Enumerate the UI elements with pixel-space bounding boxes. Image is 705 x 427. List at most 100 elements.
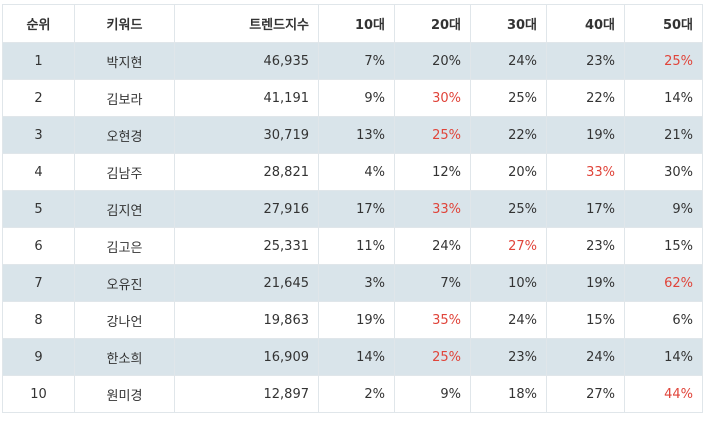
cell-age-40s: 23% [546, 42, 625, 80]
cell-keyword[interactable]: 오현경 [74, 116, 175, 154]
cell-age-20s: 7% [394, 264, 471, 302]
cell-age-30s: 20% [470, 153, 547, 191]
cell-age-20s: 24% [394, 227, 471, 265]
cell-rank: 9 [2, 338, 75, 376]
cell-age-30s: 25% [470, 190, 547, 228]
cell-trend-index: 27,916 [174, 190, 319, 228]
cell-trend-index: 30,719 [174, 116, 319, 154]
cell-age-30s: 18% [470, 375, 547, 413]
cell-age-40s: 23% [546, 227, 625, 265]
cell-age-40s: 24% [546, 338, 625, 376]
table-row: 7 오유진 21,645 3% 7% 10% 19% 62% [2, 264, 703, 302]
cell-age-10s: 7% [318, 42, 395, 80]
cell-keyword[interactable]: 김남주 [74, 153, 175, 191]
cell-age-50s: 14% [624, 79, 703, 117]
cell-trend-index: 28,821 [174, 153, 319, 191]
table-row: 2 김보라 41,191 9% 30% 25% 22% 14% [2, 79, 703, 117]
cell-trend-index: 41,191 [174, 79, 319, 117]
cell-trend-index: 16,909 [174, 338, 319, 376]
cell-keyword[interactable]: 김보라 [74, 79, 175, 117]
cell-rank: 7 [2, 264, 75, 302]
cell-age-40s: 19% [546, 264, 625, 302]
cell-age-20s: 20% [394, 42, 471, 80]
cell-keyword[interactable]: 강나언 [74, 301, 175, 339]
table-row: 4 김남주 28,821 4% 12% 20% 33% 30% [2, 153, 703, 191]
cell-trend-index: 25,331 [174, 227, 319, 265]
cell-age-50s: 6% [624, 301, 703, 339]
cell-age-40s: 17% [546, 190, 625, 228]
cell-keyword[interactable]: 한소희 [74, 338, 175, 376]
cell-age-20s: 33% [394, 190, 471, 228]
cell-age-50s: 44% [624, 375, 703, 413]
cell-rank: 3 [2, 116, 75, 154]
table-row: 5 김지연 27,916 17% 33% 25% 17% 9% [2, 190, 703, 228]
cell-age-10s: 14% [318, 338, 395, 376]
cell-age-50s: 15% [624, 227, 703, 265]
cell-age-10s: 17% [318, 190, 395, 228]
cell-rank: 2 [2, 79, 75, 117]
cell-age-50s: 62% [624, 264, 703, 302]
cell-age-10s: 11% [318, 227, 395, 265]
cell-age-30s: 27% [470, 227, 547, 265]
cell-age-20s: 12% [394, 153, 471, 191]
cell-rank: 5 [2, 190, 75, 228]
cell-age-10s: 2% [318, 375, 395, 413]
cell-age-40s: 33% [546, 153, 625, 191]
cell-rank: 1 [2, 42, 75, 80]
cell-age-10s: 19% [318, 301, 395, 339]
cell-age-20s: 9% [394, 375, 471, 413]
cell-age-50s: 25% [624, 42, 703, 80]
cell-age-30s: 24% [470, 42, 547, 80]
cell-rank: 6 [2, 227, 75, 265]
cell-rank: 10 [2, 375, 75, 413]
table-row: 1 박지현 46,935 7% 20% 24% 23% 25% [2, 42, 703, 80]
header-age-50s[interactable]: 50대 [624, 4, 703, 43]
cell-keyword[interactable]: 원미경 [74, 375, 175, 413]
cell-age-50s: 30% [624, 153, 703, 191]
cell-age-30s: 10% [470, 264, 547, 302]
table-header-row: 순위 키워드 트렌드지수 10대 20대 30대 40대 50대 [2, 4, 703, 43]
header-keyword[interactable]: 키워드 [74, 4, 175, 43]
cell-age-30s: 25% [470, 79, 547, 117]
cell-age-10s: 9% [318, 79, 395, 117]
cell-age-40s: 22% [546, 79, 625, 117]
header-age-30s[interactable]: 30대 [470, 4, 547, 43]
cell-trend-index: 19,863 [174, 301, 319, 339]
cell-age-10s: 13% [318, 116, 395, 154]
table-row: 10 원미경 12,897 2% 9% 18% 27% 44% [2, 375, 703, 413]
header-trend-index[interactable]: 트렌드지수 [174, 4, 319, 43]
cell-keyword[interactable]: 김고은 [74, 227, 175, 265]
cell-age-10s: 4% [318, 153, 395, 191]
header-age-40s[interactable]: 40대 [546, 4, 625, 43]
cell-keyword[interactable]: 박지현 [74, 42, 175, 80]
cell-age-50s: 9% [624, 190, 703, 228]
trend-ranking-table: 순위 키워드 트렌드지수 10대 20대 30대 40대 50대 1 박지현 46,… [2, 4, 703, 413]
cell-age-20s: 25% [394, 338, 471, 376]
cell-rank: 4 [2, 153, 75, 191]
cell-age-20s: 35% [394, 301, 471, 339]
cell-trend-index: 46,935 [174, 42, 319, 80]
table-row: 8 강나언 19,863 19% 35% 24% 15% 6% [2, 301, 703, 339]
cell-keyword[interactable]: 오유진 [74, 264, 175, 302]
table-body: 1 박지현 46,935 7% 20% 24% 23% 25% 2 김보라 41,191 9% 30% 2… [2, 42, 703, 413]
cell-age-30s: 24% [470, 301, 547, 339]
cell-age-20s: 25% [394, 116, 471, 154]
cell-age-50s: 21% [624, 116, 703, 154]
cell-age-30s: 22% [470, 116, 547, 154]
header-rank[interactable]: 순위 [2, 4, 75, 43]
cell-age-40s: 27% [546, 375, 625, 413]
table-row: 3 오현경 30,719 13% 25% 22% 19% 21% [2, 116, 703, 154]
header-age-20s[interactable]: 20대 [394, 4, 471, 43]
cell-age-40s: 15% [546, 301, 625, 339]
table-row: 6 김고은 25,331 11% 24% 27% 23% 15% [2, 227, 703, 265]
cell-age-40s: 19% [546, 116, 625, 154]
cell-age-50s: 14% [624, 338, 703, 376]
cell-age-10s: 3% [318, 264, 395, 302]
header-age-10s[interactable]: 10대 [318, 4, 395, 43]
cell-trend-index: 21,645 [174, 264, 319, 302]
cell-age-20s: 30% [394, 79, 471, 117]
cell-age-30s: 23% [470, 338, 547, 376]
cell-rank: 8 [2, 301, 75, 339]
table-row: 9 한소희 16,909 14% 25% 23% 24% 14% [2, 338, 703, 376]
cell-keyword[interactable]: 김지연 [74, 190, 175, 228]
